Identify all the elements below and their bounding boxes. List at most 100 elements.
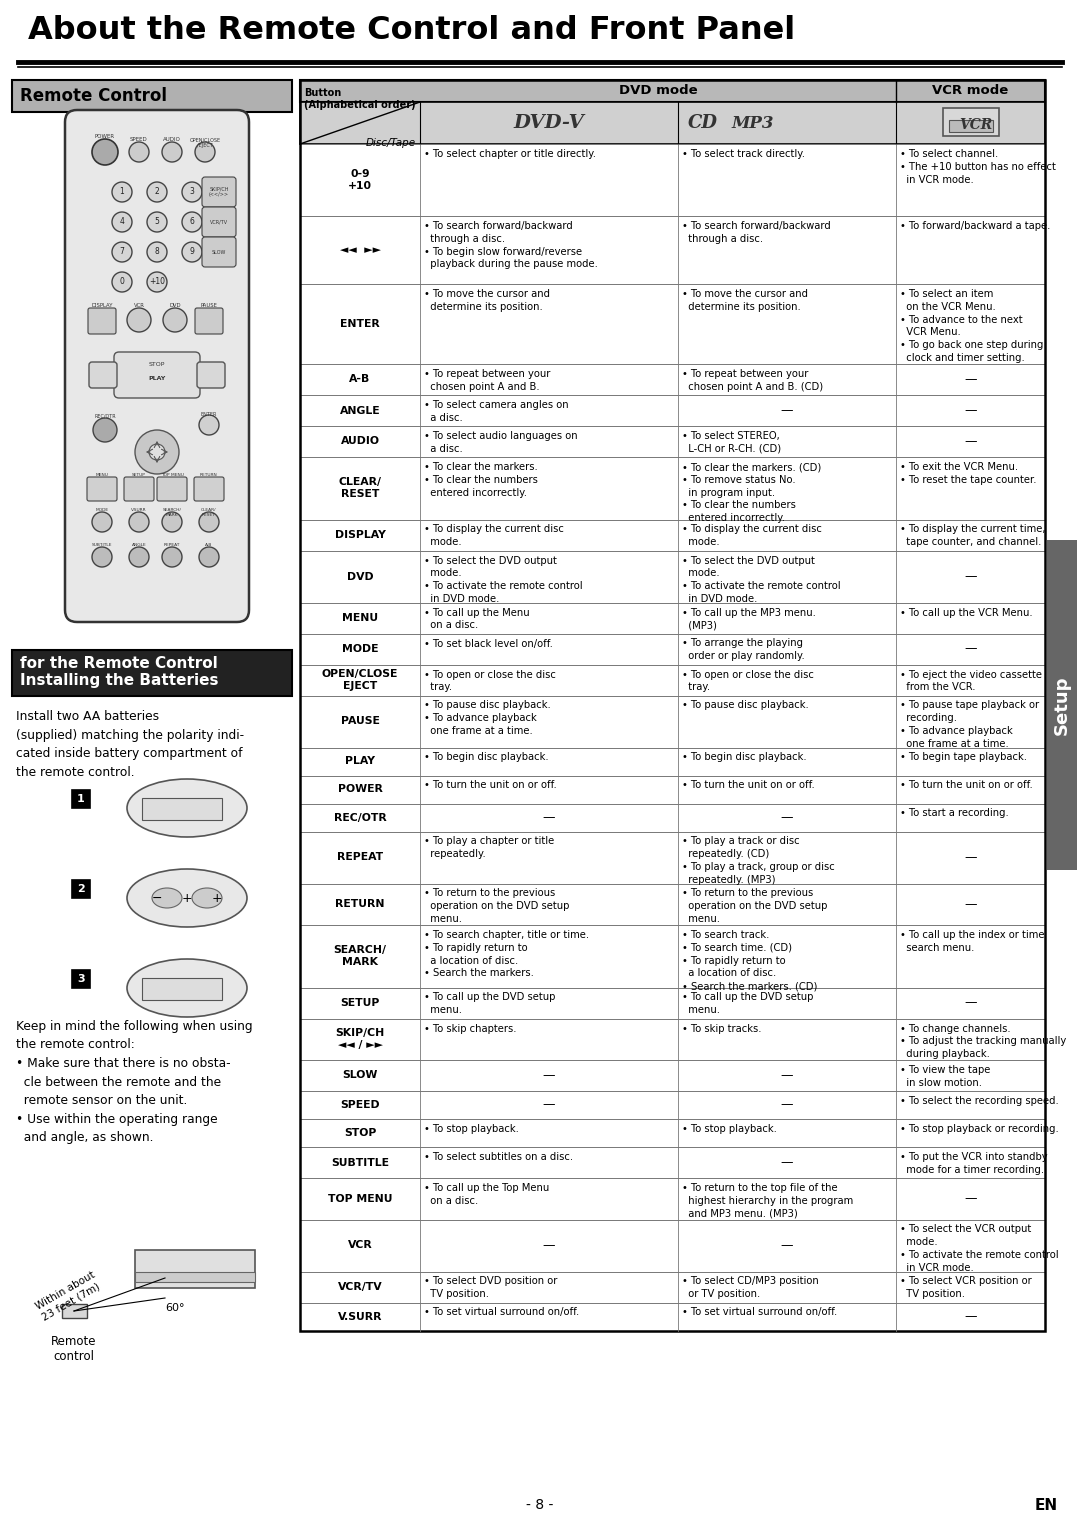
Text: —: — xyxy=(964,404,976,417)
Bar xyxy=(12,79,292,111)
Text: • To select track directly.: • To select track directly. xyxy=(681,150,805,159)
Ellipse shape xyxy=(127,958,247,1016)
Circle shape xyxy=(92,546,112,568)
Circle shape xyxy=(147,212,167,232)
Text: ANGLE: ANGLE xyxy=(340,406,380,415)
Text: REC/OTR: REC/OTR xyxy=(334,812,387,823)
Text: —: — xyxy=(964,852,976,864)
Bar xyxy=(300,804,1045,832)
Text: —: — xyxy=(964,571,976,583)
Text: POWER: POWER xyxy=(338,784,382,795)
Text: PLAY: PLAY xyxy=(148,377,165,382)
Text: Button
(Alphabetical order): Button (Alphabetical order) xyxy=(303,89,416,110)
Text: SLOW: SLOW xyxy=(212,249,226,255)
Text: • To return to the previous
  operation on the DVD setup
  menu.: • To return to the previous operation on… xyxy=(681,888,827,925)
Circle shape xyxy=(147,272,167,291)
Text: +10: +10 xyxy=(149,278,165,287)
Text: • To eject the video cassette
  from the VCR.: • To eject the video cassette from the V… xyxy=(900,670,1042,693)
Text: 2: 2 xyxy=(77,884,85,894)
Bar xyxy=(300,79,1045,102)
Bar xyxy=(300,633,1045,664)
Circle shape xyxy=(199,415,219,435)
FancyBboxPatch shape xyxy=(87,308,116,334)
FancyBboxPatch shape xyxy=(195,308,222,334)
Text: CLEAR/
RESET: CLEAR/ RESET xyxy=(338,478,381,499)
Text: MP3: MP3 xyxy=(732,114,774,131)
Text: Install two AA batteries
(supplied) matching the polarity indi-
cated inside bat: Install two AA batteries (supplied) matc… xyxy=(16,710,244,778)
Bar xyxy=(300,365,1045,395)
Text: V.SURR: V.SURR xyxy=(338,1311,382,1322)
Text: About the Remote Control and Front Panel: About the Remote Control and Front Panel xyxy=(28,15,795,46)
Bar xyxy=(300,1119,1045,1148)
Text: • To play a chapter or title
  repeatedly.: • To play a chapter or title repeatedly. xyxy=(424,836,554,859)
Bar xyxy=(300,102,1045,143)
Text: —: — xyxy=(964,642,976,656)
FancyBboxPatch shape xyxy=(157,478,187,501)
Circle shape xyxy=(162,546,183,568)
FancyBboxPatch shape xyxy=(114,353,200,398)
Text: V.SURR: V.SURR xyxy=(131,508,147,513)
Text: MENU: MENU xyxy=(95,473,108,478)
Text: • To move the cursor and
  determine its position.: • To move the cursor and determine its p… xyxy=(681,288,808,311)
Text: 7: 7 xyxy=(120,247,124,256)
Text: AUDIO: AUDIO xyxy=(340,436,379,447)
Text: Setup: Setup xyxy=(1053,674,1071,734)
Text: • To call up the DVD setup
  menu.: • To call up the DVD setup menu. xyxy=(681,992,813,1015)
Bar xyxy=(300,664,1045,696)
Text: • To arrange the playing
  order or play randomly.: • To arrange the playing order or play r… xyxy=(681,638,805,661)
Text: PAUSE: PAUSE xyxy=(201,304,217,308)
Text: AUDIO: AUDIO xyxy=(163,137,181,142)
Circle shape xyxy=(93,418,117,443)
Circle shape xyxy=(129,513,149,533)
Circle shape xyxy=(162,142,183,162)
Text: SPEED: SPEED xyxy=(130,137,148,142)
Text: Remote
control: Remote control xyxy=(51,1335,97,1363)
Text: 6: 6 xyxy=(190,218,194,226)
FancyBboxPatch shape xyxy=(87,478,117,501)
Bar xyxy=(300,1119,1045,1148)
Circle shape xyxy=(149,444,165,459)
Circle shape xyxy=(183,182,202,201)
Ellipse shape xyxy=(127,868,247,926)
Bar xyxy=(72,790,90,807)
Text: 0-9
+10: 0-9 +10 xyxy=(348,169,372,191)
Bar xyxy=(300,987,1045,1018)
Text: 60°: 60° xyxy=(165,1303,185,1312)
Text: • To stop playback.: • To stop playback. xyxy=(681,1125,777,1134)
Bar xyxy=(12,79,292,111)
Text: DISPLAY: DISPLAY xyxy=(91,304,112,308)
Text: • To call up the index or time
  search menu.: • To call up the index or time search me… xyxy=(900,929,1044,952)
Text: 0: 0 xyxy=(120,278,124,287)
Bar xyxy=(300,1178,1045,1219)
Text: −: − xyxy=(152,891,162,905)
Text: for the Remote Control: for the Remote Control xyxy=(21,656,218,670)
Text: —: — xyxy=(543,1099,555,1111)
Text: • To display the current disc
  mode.: • To display the current disc mode. xyxy=(681,525,822,548)
Text: SETUP: SETUP xyxy=(340,998,380,1009)
Text: DISPLAY: DISPLAY xyxy=(335,530,386,540)
Bar xyxy=(300,143,1045,217)
Text: DVD-V: DVD-V xyxy=(514,114,584,133)
Text: 1: 1 xyxy=(120,188,124,197)
Bar xyxy=(300,1271,1045,1303)
Bar xyxy=(300,1018,1045,1061)
Bar xyxy=(300,748,1045,775)
Text: REPEAT: REPEAT xyxy=(337,853,383,862)
Bar xyxy=(948,121,993,133)
Text: VCR: VCR xyxy=(348,1241,373,1250)
Bar xyxy=(12,650,292,696)
Text: A-B: A-B xyxy=(349,374,370,385)
Bar xyxy=(300,456,1045,519)
Text: MODE: MODE xyxy=(95,508,109,513)
Text: ENTER: ENTER xyxy=(340,319,380,330)
Text: • To clear the markers.
• To clear the numbers
  entered incorrectly.: • To clear the markers. • To clear the n… xyxy=(424,462,538,497)
Bar xyxy=(300,603,1045,633)
Bar xyxy=(300,1148,1045,1178)
Text: • To view the tape
  in slow motion.: • To view the tape in slow motion. xyxy=(900,1065,990,1088)
Text: • To skip tracks.: • To skip tracks. xyxy=(681,1024,761,1033)
Text: • To display the current disc
  mode.: • To display the current disc mode. xyxy=(424,525,564,548)
Bar xyxy=(300,1091,1045,1119)
Text: • To display the current time,
  tape counter, and channel.: • To display the current time, tape coun… xyxy=(900,525,1045,548)
Text: • To select subtitles on a disc.: • To select subtitles on a disc. xyxy=(424,1152,573,1161)
Bar xyxy=(300,102,1045,143)
